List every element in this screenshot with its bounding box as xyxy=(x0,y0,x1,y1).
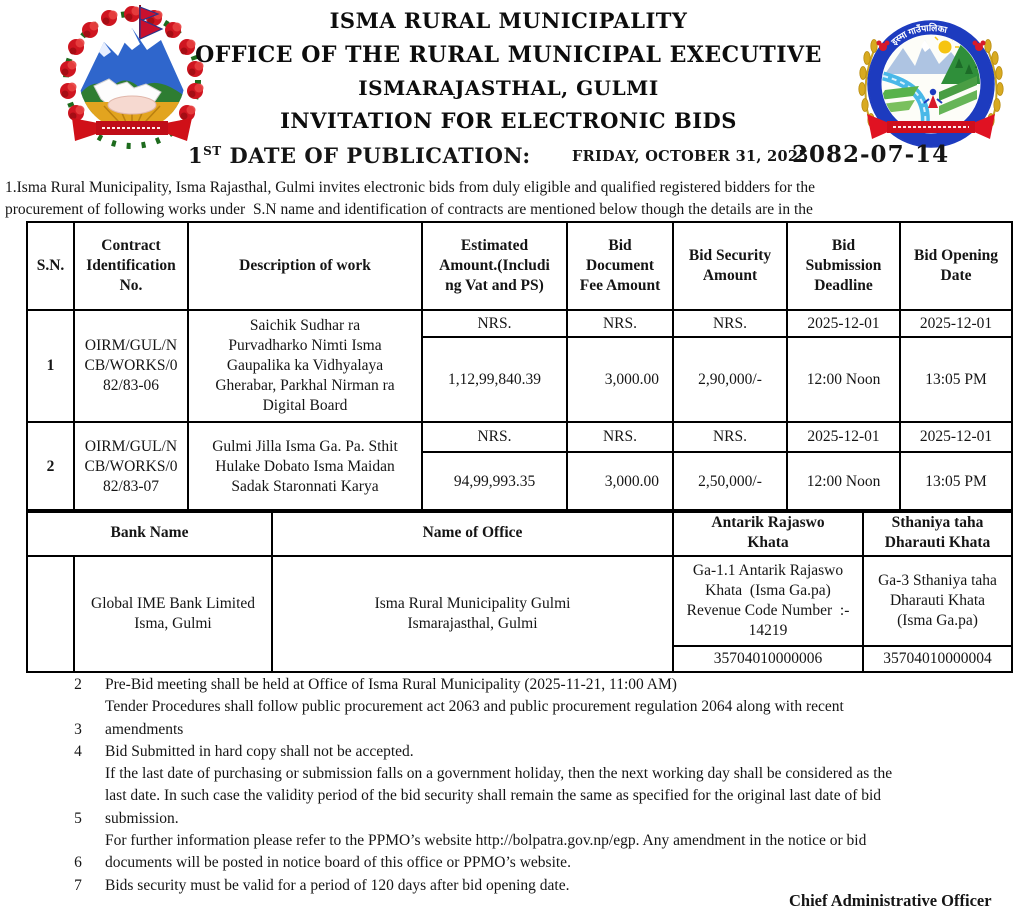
row1-submission-time: 12:00 Noon xyxy=(786,336,901,423)
row1-estimated-amount: 1,12,99,840.39 xyxy=(421,336,568,423)
org-name: ISMA RURAL MUNICIPALITY xyxy=(329,8,688,33)
row1-currency-security: NRS. xyxy=(672,309,788,338)
note-text: Bids security must be valid for a period… xyxy=(105,876,570,894)
row2-currency-security: NRS. xyxy=(672,421,788,453)
note-item-2: 2 Pre-Bid meeting shall be held at Offic… xyxy=(63,674,1013,696)
note-item-5: 5 If the last date of purchasing or subm… xyxy=(63,763,1013,830)
flower-wreath xyxy=(60,6,204,121)
table-row: 1 OIRM/GUL/N CB/WORKS/0 82/83-06 Saichik… xyxy=(26,309,1013,423)
bank-header-row: Bank Name Name of Office Antarik Rajaswo… xyxy=(25,509,1014,557)
row1-bid-security: 2,90,000/- xyxy=(672,336,788,423)
row1-sn: 1 xyxy=(26,309,75,423)
row2-submission-date: 2025-12-01 xyxy=(786,421,901,453)
row2-contract-id: OIRM/GUL/N CB/WORKS/0 82/83-07 xyxy=(73,421,189,513)
bank-name: Global IME Bank Limited Isma, Gulmi xyxy=(72,555,274,673)
col-header-bid-security: Bid Security Amount xyxy=(672,221,788,311)
note-number: 5 xyxy=(74,809,82,827)
note-text: Tender Procedures shall follow public pr… xyxy=(105,698,844,738)
antarik-detail: Ga-1.1 Antarik Rajaswo Khata (Isma Ga.pa… xyxy=(672,555,865,647)
col-header-bank-name: Bank Name xyxy=(25,509,274,557)
nepal-flag-icon xyxy=(139,5,164,40)
municipality-logo: इस्मा गाउँपालिका xyxy=(858,20,1004,148)
nepali-date: 2082-07-14 xyxy=(792,141,950,168)
notice-title: INVITATION FOR ELECTRONIC BIDS xyxy=(280,108,737,133)
col-header-description: Description of work xyxy=(187,221,423,311)
note-number: 6 xyxy=(74,854,82,872)
table-row: 94,99,993.35 3,000.00 2,50,000/- 12:00 N… xyxy=(27,451,1013,513)
row1-opening-date: 2025-12-01 xyxy=(899,309,1013,338)
account-number-row: 35704010000006 35704010000004 xyxy=(27,645,1014,673)
row2-sn: 2 xyxy=(26,421,75,513)
row2-submission-time: 12:00 Noon xyxy=(786,451,901,513)
row2-currency-estimated: NRS. xyxy=(421,421,568,453)
sthaniya-account-number: 35704010000004 xyxy=(862,645,1014,673)
notes-list: 2 Pre-Bid meeting shall be held at Offic… xyxy=(63,674,1013,897)
col-header-submission-deadline: Bid Submission Deadline xyxy=(786,221,901,311)
row2-bid-doc-fee: 3,000.00 xyxy=(566,451,674,513)
note-text: Bid Submitted in hard copy shall not be … xyxy=(105,742,414,760)
col-header-estimated-amount: Estimated Amount.(Includi ng Vat and PS) xyxy=(421,221,568,311)
note-number: 7 xyxy=(74,876,82,894)
signature-title: Chief Administrative Officer xyxy=(789,891,992,910)
bid-table: S.N. Contract Identification No. Descrip… xyxy=(26,221,1013,513)
note-number: 2 xyxy=(74,676,82,693)
row1-contract-id: OIRM/GUL/N CB/WORKS/0 82/83-06 xyxy=(73,309,189,423)
note-number: 3 xyxy=(74,720,82,738)
row1-bid-doc-fee: 3,000.00 xyxy=(566,336,674,423)
antarik-account-number: 35704010000006 xyxy=(672,645,865,673)
publication-date: FRIDAY, OCTOBER 31, 2025 xyxy=(572,148,809,165)
col-header-bid-doc-fee: Bid Document Fee Amount xyxy=(566,221,674,311)
row1-opening-time: 13:05 PM xyxy=(899,336,1013,423)
row2-currency-fee: NRS. xyxy=(566,421,674,453)
ring-flower-icon xyxy=(876,40,986,51)
note-number: 4 xyxy=(74,742,82,760)
logo-scene xyxy=(882,35,980,133)
bank-empty-cell xyxy=(26,555,75,673)
note-text: For further information please refer to … xyxy=(105,832,867,872)
office-address: ISMARAJASTHAL, GULMI xyxy=(358,76,659,100)
row2-opening-date: 2025-12-01 xyxy=(899,421,1013,453)
sthaniya-detail: Ga-3 Sthaniya taha Dharauti Khata (Isma … xyxy=(862,555,1014,647)
bid-table-header-row: S.N. Contract Identification No. Descrip… xyxy=(26,221,1013,311)
row1-description: Saichik Sudhar ra Purvadharko Nimti Isma… xyxy=(187,309,423,423)
row2-bid-security: 2,50,000/- xyxy=(672,451,788,513)
col-header-office-name: Name of Office xyxy=(271,509,675,557)
table-row: 1,12,99,840.39 3,000.00 2,90,000/- 12:00… xyxy=(27,336,1013,423)
note-text: If the last date of purchasing or submis… xyxy=(105,765,893,827)
table-row: 2 OIRM/GUL/N CB/WORKS/0 82/83-07 Gulmi J… xyxy=(26,421,1013,513)
col-header-sn: S.N. xyxy=(26,221,75,311)
row2-estimated-amount: 94,99,993.35 xyxy=(421,451,568,513)
ordinal-suffix: ST xyxy=(203,144,222,158)
row2-opening-time: 13:05 PM xyxy=(899,451,1013,513)
row1-currency-estimated: NRS. xyxy=(421,309,568,338)
bank-table: Bank Name Name of Office Antarik Rajaswo… xyxy=(25,509,1014,673)
row1-currency-fee: NRS. xyxy=(566,309,674,338)
nepal-emblem-logo xyxy=(60,5,204,149)
note-item-6: 6 For further information please refer t… xyxy=(63,830,1013,875)
row1-submission-date: 2025-12-01 xyxy=(786,309,901,338)
publication-row: 1ST DATE OF PUBLICATION: FRIDAY, OCTOBER… xyxy=(0,138,1017,170)
col-header-contract-id: Contract Identification No. xyxy=(73,221,189,311)
note-item-3: 3 Tender Procedures shall follow public … xyxy=(63,696,1013,741)
wheat-icon xyxy=(858,39,1004,131)
publication-label: 1ST DATE OF PUBLICATION: xyxy=(188,143,531,168)
office-name-cell: Isma Rural Municipality Gulmi Ismarajast… xyxy=(271,555,675,673)
logo-ribbon xyxy=(867,114,995,139)
col-header-antarik-khata: Antarik Rajaswo Khata xyxy=(672,509,865,557)
office-name: OFFICE OF THE RURAL MUNICIPAL EXECUTIVE xyxy=(195,42,822,68)
row2-description: Gulmi Jilla Isma Ga. Pa. Sthit Hulake Do… xyxy=(187,421,423,513)
note-item-4: 4 Bid Submitted in hard copy shall not b… xyxy=(63,741,1013,763)
bank-data-row: Global IME Bank Limited Isma, Gulmi Isma… xyxy=(26,555,1014,673)
note-item-7: 7 Bids security must be valid for a peri… xyxy=(63,875,1013,897)
intro-paragraph: 1.Isma Rural Municipality, Isma Rajastha… xyxy=(5,179,815,218)
emblem-ribbon xyxy=(72,118,192,141)
col-header-opening-date: Bid Opening Date xyxy=(899,221,1013,311)
col-header-sthaniya-khata: Sthaniya taha Dharauti Khata xyxy=(862,509,1014,557)
note-text: Pre-Bid meeting shall be held at Office … xyxy=(105,676,677,693)
